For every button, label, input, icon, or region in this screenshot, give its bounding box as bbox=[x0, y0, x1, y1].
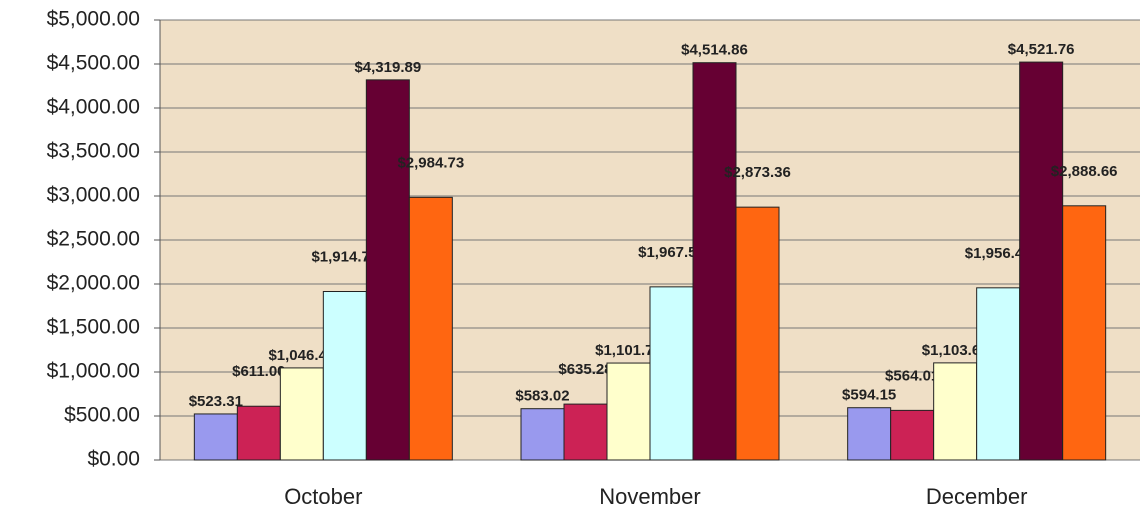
y-tick-label: $1,000.00 bbox=[47, 360, 140, 383]
bar bbox=[279, 367, 324, 461]
y-tick-label: $3,000.00 bbox=[47, 184, 140, 207]
bar bbox=[408, 196, 453, 461]
value-label: $1,914.73 bbox=[311, 248, 378, 265]
y-tick-label: $4,500.00 bbox=[47, 52, 140, 75]
value-label: $1,956.49 bbox=[965, 245, 1032, 262]
value-label: $2,984.73 bbox=[397, 154, 464, 171]
y-tick-label: $5,000.00 bbox=[47, 8, 140, 31]
bar bbox=[847, 407, 892, 461]
bar bbox=[1019, 61, 1064, 461]
bar bbox=[563, 403, 608, 461]
y-tick-label: $3,500.00 bbox=[47, 140, 140, 163]
y-tick-label: $2,500.00 bbox=[47, 228, 140, 251]
bar bbox=[322, 291, 367, 461]
bar bbox=[976, 287, 1021, 461]
value-label: $2,873.36 bbox=[724, 164, 791, 181]
value-label: $4,514.86 bbox=[681, 42, 748, 59]
value-label: $4,521.76 bbox=[1008, 41, 1075, 58]
bar bbox=[692, 62, 737, 461]
value-label: $1,101.75 bbox=[595, 342, 662, 359]
bar bbox=[236, 405, 281, 461]
y-tick-label: $0.00 bbox=[87, 448, 140, 471]
x-tick-label: December bbox=[926, 484, 1027, 509]
bar bbox=[606, 362, 651, 461]
bar bbox=[933, 362, 978, 461]
value-label: $611.00 bbox=[232, 363, 285, 380]
y-tick-label: $2,000.00 bbox=[47, 272, 140, 295]
value-label: $594.15 bbox=[842, 387, 896, 404]
bar bbox=[1062, 205, 1107, 461]
value-label: $1,046.43 bbox=[268, 347, 335, 364]
bar bbox=[193, 413, 238, 461]
y-tick-label: $4,000.00 bbox=[47, 96, 140, 119]
bar bbox=[649, 286, 694, 461]
value-label: $635.28 bbox=[558, 361, 612, 378]
x-tick-label: October bbox=[284, 484, 362, 509]
value-label: $523.31 bbox=[189, 393, 243, 410]
value-label: $4,319.89 bbox=[354, 59, 421, 76]
bar bbox=[520, 408, 565, 461]
y-tick-label: $500.00 bbox=[64, 404, 140, 427]
value-label: $1,103.64 bbox=[922, 342, 989, 359]
bar bbox=[890, 409, 935, 461]
x-tick-label: November bbox=[599, 484, 700, 509]
value-label: $564.01 bbox=[885, 367, 939, 384]
y-tick-label: $1,500.00 bbox=[47, 316, 140, 339]
bar bbox=[735, 206, 780, 461]
value-label: $583.02 bbox=[515, 388, 569, 405]
bar bbox=[365, 79, 410, 461]
value-label: $2,888.66 bbox=[1051, 163, 1118, 180]
value-label: $1,967.50 bbox=[638, 244, 705, 261]
